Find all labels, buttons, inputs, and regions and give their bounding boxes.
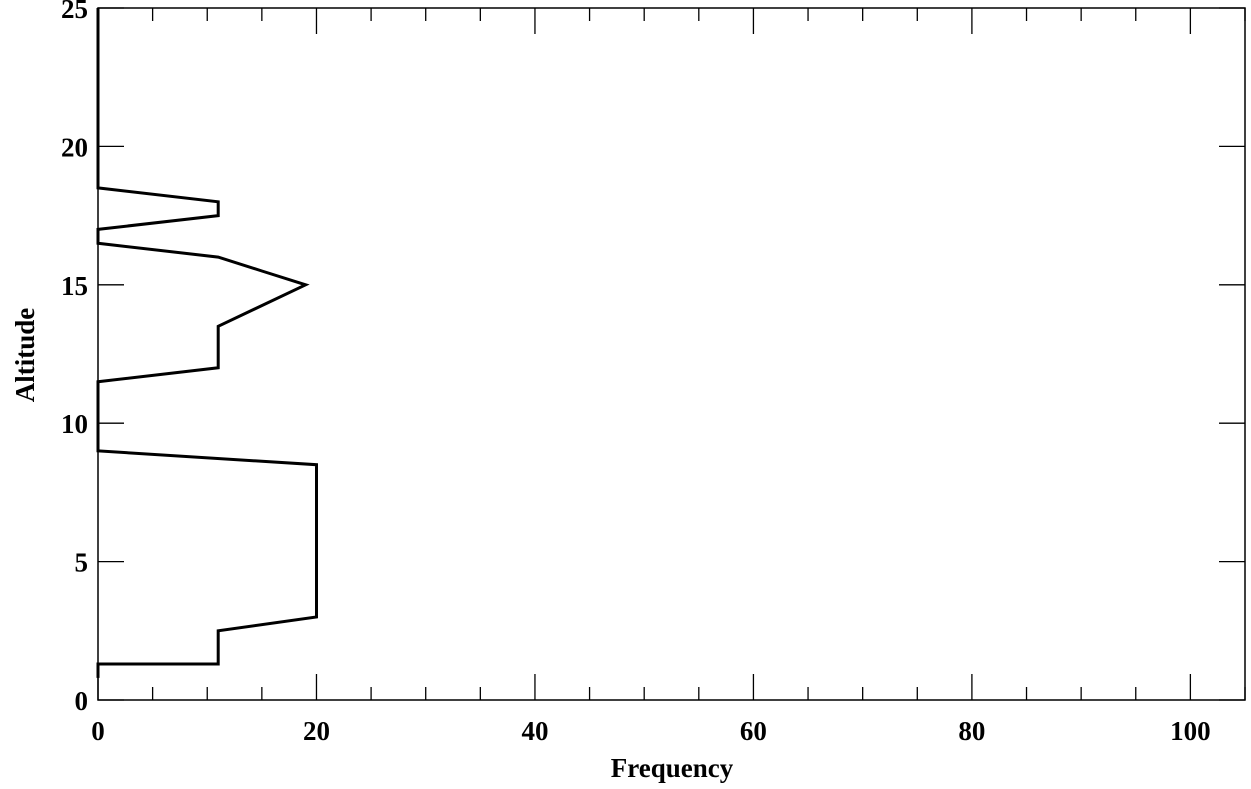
y-tick-label: 15 [61,271,88,301]
x-tick-label: 80 [958,716,985,746]
y-tick-label: 10 [61,409,88,439]
x-tick-label: 40 [521,716,548,746]
plot-frame [97,7,1246,701]
x-tick-label: 100 [1170,716,1211,746]
x-tick-label: 0 [91,716,105,746]
y-tick-label: 5 [75,548,89,578]
y-tick-label: 25 [61,0,88,24]
y-tick-label: 0 [75,686,89,716]
x-axis-label: Frequency [611,753,734,783]
y-tick-label: 20 [61,132,88,162]
series-line [96,8,318,678]
x-tick-label: 20 [303,716,330,746]
x-tick-label: 60 [740,716,767,746]
y-axis-label: Altitude [10,308,40,403]
